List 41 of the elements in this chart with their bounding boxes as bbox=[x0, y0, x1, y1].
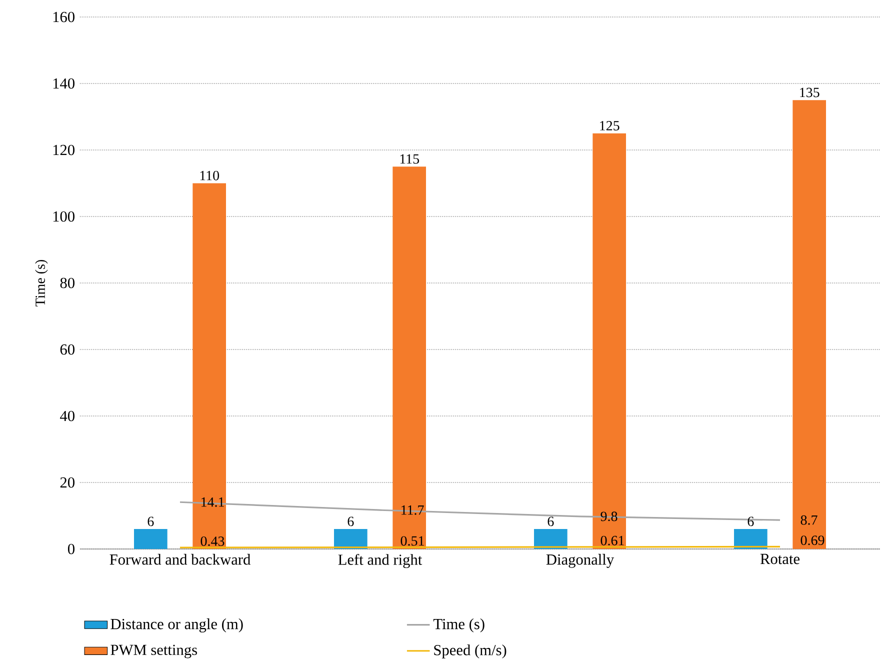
y-tick-label: 80 bbox=[60, 278, 74, 288]
y-tick-label: 120 bbox=[53, 144, 74, 156]
y-tick-label: 60 bbox=[60, 344, 74, 355]
x-tick-label: Forward and backward bbox=[110, 554, 250, 565]
data-label: 115 bbox=[400, 154, 420, 164]
data-label: 11.7 bbox=[402, 505, 424, 515]
data-label: 14.1 bbox=[202, 497, 224, 507]
bar bbox=[592, 133, 626, 549]
y-tick-label: 0 bbox=[68, 544, 74, 554]
y-tick-label: 40 bbox=[60, 410, 74, 422]
bar bbox=[792, 100, 826, 549]
y-tick-label: 160 bbox=[53, 12, 74, 22]
data-label: 6 bbox=[748, 516, 754, 526]
data-label: 0.51 bbox=[400, 536, 424, 546]
bar bbox=[734, 529, 768, 549]
y-tick-label: 20 bbox=[60, 477, 74, 488]
data-label: 0.61 bbox=[600, 536, 624, 546]
bar bbox=[192, 183, 226, 549]
y-tick-label: 140 bbox=[53, 78, 74, 89]
data-label: 6 bbox=[548, 516, 554, 526]
data-label: 6 bbox=[148, 516, 154, 526]
legend-label: Time (s) bbox=[433, 618, 484, 632]
data-label: 8.7 bbox=[800, 515, 818, 525]
data-label: 110 bbox=[200, 170, 220, 180]
data-label: 9.8 bbox=[600, 512, 618, 522]
legend-label: Distance or angle (m) bbox=[110, 618, 243, 632]
legend-label: PWM settings bbox=[110, 644, 197, 658]
data-label: 0.69 bbox=[800, 536, 824, 546]
y-axis-title: Time (s) bbox=[35, 260, 48, 306]
y-tick-label: 100 bbox=[53, 211, 74, 222]
x-tick-label: Diagonally bbox=[546, 554, 614, 568]
bar bbox=[334, 529, 368, 549]
bar bbox=[134, 529, 168, 549]
x-tick-label: Rotate bbox=[760, 554, 800, 564]
data-label: 125 bbox=[600, 121, 620, 130]
data-label: 0.43 bbox=[200, 536, 224, 546]
x-tick-label: Left and right bbox=[338, 554, 422, 568]
bar bbox=[392, 166, 426, 549]
data-label: 6 bbox=[348, 516, 354, 526]
data-label: 135 bbox=[800, 88, 820, 98]
legend-label: Speed (m/s) bbox=[434, 644, 506, 658]
